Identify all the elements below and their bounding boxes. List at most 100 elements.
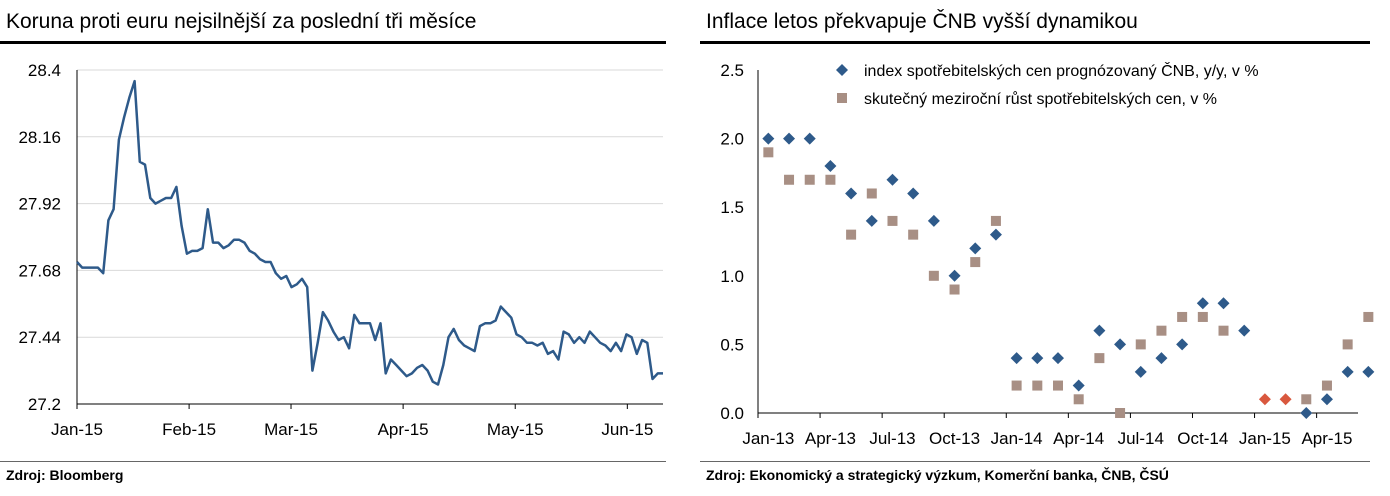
square-point xyxy=(949,284,960,295)
source-rule xyxy=(0,461,666,462)
square-point xyxy=(1218,325,1229,336)
y-tick-label: 27.92 xyxy=(18,195,61,214)
square-point xyxy=(1301,394,1312,405)
chart-title: Inflace letos překvapuje ČNB vyšší dynam… xyxy=(706,10,1138,33)
chart-source: Zdroj: Bloomberg xyxy=(6,467,124,483)
inflation-scatter-chart: 0.0 0.5 1.0 1.5 2.0 2.5 Jan-13 Apr-13 Jul-13 Oct-… xyxy=(720,61,1375,448)
square-point xyxy=(825,174,836,185)
left-chart-panel: Koruna proti euru nejsilnější za posledn… xyxy=(0,0,680,496)
diamond-point xyxy=(1217,297,1230,310)
diamond-point xyxy=(1155,352,1168,365)
eur-czk-line-chart: 27.2 27.44 27.68 27.92 28.16 28.4 Jan-15 Feb-15… xyxy=(18,61,663,439)
diamond-point xyxy=(1134,365,1147,378)
x-tick-label: Feb-15 xyxy=(162,420,216,439)
x-tick-label: Apr-15 xyxy=(378,420,429,439)
y-tick-label: 1.0 xyxy=(720,267,744,286)
square-point xyxy=(970,257,981,268)
overlap-point xyxy=(1279,393,1292,406)
x-tick-label: Apr-13 xyxy=(805,429,856,448)
diamond-point xyxy=(845,187,858,200)
diamond-point xyxy=(803,132,816,145)
y-tick-label: 28.16 xyxy=(18,128,61,147)
diamond-point xyxy=(865,214,878,227)
square-point xyxy=(990,215,1001,226)
y-tick-label: 27.44 xyxy=(18,328,61,347)
diamond-point xyxy=(1031,352,1044,365)
square-point xyxy=(1156,325,1167,336)
x-tick-label: Jan-13 xyxy=(742,429,794,448)
x-tick-label: Oct-13 xyxy=(929,429,980,448)
square-point xyxy=(908,229,919,240)
y-tick-label: 2.0 xyxy=(720,130,744,149)
y-tick-label: 28.4 xyxy=(28,61,61,80)
title-rule xyxy=(700,41,1370,44)
chart-source: Zdroj: Ekonomický a strategický výzkum, … xyxy=(706,467,1169,483)
square-point xyxy=(846,229,857,240)
square-point xyxy=(763,147,774,158)
diamond-point xyxy=(1341,365,1354,378)
diamond-point xyxy=(1238,324,1251,337)
diamond-point xyxy=(1320,393,1333,406)
diamond-point xyxy=(907,187,920,200)
source-rule xyxy=(700,461,1370,462)
y-tick-label: 27.68 xyxy=(18,261,61,280)
x-tick-label: Jan-14 xyxy=(991,429,1043,448)
diamond-point xyxy=(824,160,837,173)
diamond-point xyxy=(927,214,940,227)
x-tick-label: Oct-14 xyxy=(1177,429,1228,448)
diamond-point xyxy=(1010,352,1023,365)
right-chart-panel: Inflace letos překvapuje ČNB vyšší dynam… xyxy=(700,0,1390,496)
square-point xyxy=(1342,339,1353,350)
square-point xyxy=(1363,311,1374,322)
diamond-point xyxy=(1052,352,1064,365)
square-point xyxy=(1094,353,1105,364)
y-tick-label: 27.2 xyxy=(28,395,61,414)
legend-label: index spotřebitelských cen prognózovaný … xyxy=(864,61,1259,80)
y-tick-label: 0.5 xyxy=(720,335,744,354)
x-tick-label: Jan-15 xyxy=(51,420,103,439)
y-tick-label: 0.0 xyxy=(720,404,744,423)
x-tick-label: May-15 xyxy=(487,420,544,439)
diamond-point xyxy=(1114,338,1127,351)
square-point xyxy=(1321,380,1332,391)
diamond-point xyxy=(948,269,961,282)
x-tick-label: Mar-15 xyxy=(264,420,318,439)
series-line-eur-czk xyxy=(76,79,663,386)
x-tick-label: Jun-15 xyxy=(601,420,653,439)
title-rule xyxy=(0,41,666,44)
y-tick-label: 1.5 xyxy=(720,198,744,217)
square-point xyxy=(866,188,877,199)
overlap-point xyxy=(1258,393,1271,406)
x-tick-label: Jul-13 xyxy=(869,429,915,448)
diamond-point xyxy=(762,132,775,145)
square-point xyxy=(804,174,815,185)
x-tick-label: Apr-15 xyxy=(1301,429,1352,448)
square-point xyxy=(1053,380,1063,391)
diamond-point xyxy=(1072,379,1085,392)
square-point xyxy=(887,215,898,226)
legend-label: skutečný meziroční růst spotřebitelských… xyxy=(864,90,1217,108)
square-point xyxy=(1177,311,1188,322)
diamond-point xyxy=(1093,324,1106,337)
square-point xyxy=(1011,380,1022,391)
square-point xyxy=(784,174,795,185)
diamond-point xyxy=(783,132,796,145)
diamond-point xyxy=(1300,407,1313,419)
square-point xyxy=(1197,311,1208,322)
square-point xyxy=(928,270,939,281)
chart-title: Koruna proti euru nejsilnější za posledn… xyxy=(6,10,477,33)
x-tick-label: Jul-14 xyxy=(1118,429,1164,448)
diamond-point xyxy=(1176,338,1189,351)
square-point xyxy=(1115,408,1126,418)
square-point xyxy=(1032,380,1043,391)
square-point xyxy=(1073,394,1084,405)
x-tick-label: Apr-14 xyxy=(1053,429,1104,448)
diamond-point xyxy=(1196,297,1209,310)
x-tick-label: Jan-15 xyxy=(1239,429,1291,448)
y-tick-label: 2.5 xyxy=(720,61,744,80)
diamond-point xyxy=(1362,365,1375,378)
square-point xyxy=(1135,339,1146,350)
legend-diamond-marker xyxy=(836,64,848,76)
legend-square-marker xyxy=(837,93,847,103)
diamond-point xyxy=(886,173,899,186)
